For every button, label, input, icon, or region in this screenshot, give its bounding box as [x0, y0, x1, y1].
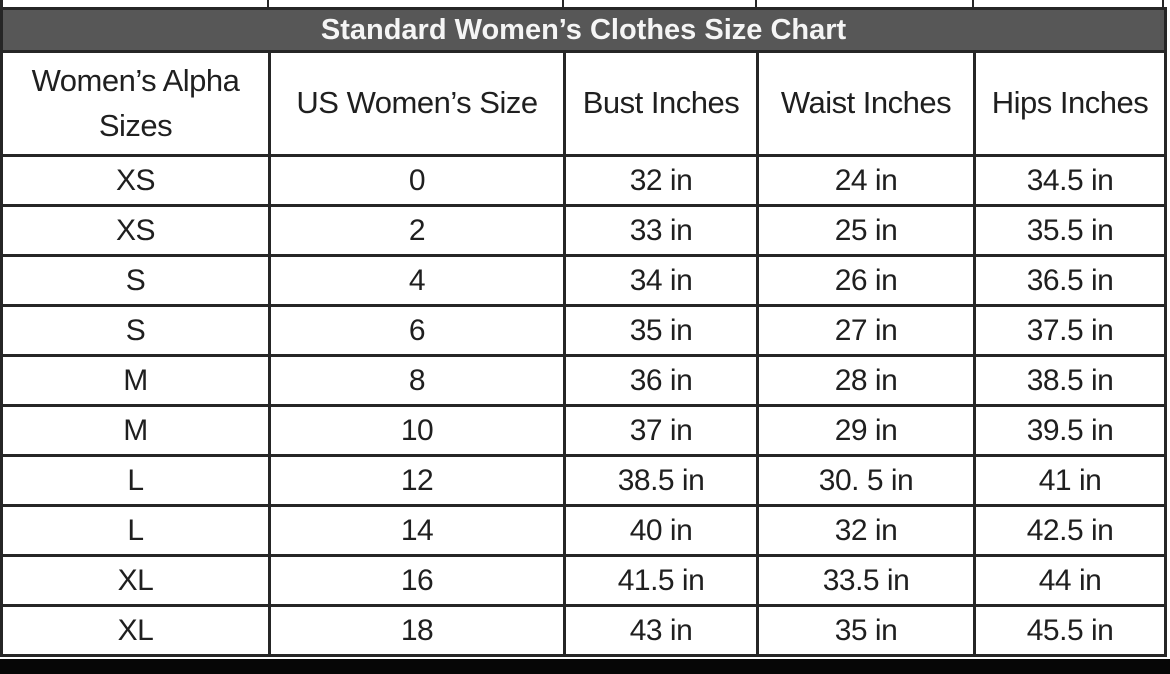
table-cell: 6: [268, 304, 566, 357]
table-cell: 33 in: [563, 204, 759, 257]
table-body: XS 0 32 in 24 in 34.5 in XS 2 33 in 25 in 35.5 in…: [0, 154, 1168, 657]
table-cell: 35 in: [756, 604, 976, 657]
table-title: Standard Women’s Clothes Size Chart: [0, 7, 1168, 53]
table-row: M 8 36 in 28 in 38.5 in: [0, 354, 1168, 407]
column-header-hips: Hips Inches: [972, 50, 1168, 157]
table-cell: 8: [268, 354, 566, 407]
table-cell: 29 in: [756, 404, 976, 457]
table-cell: 37 in: [563, 404, 759, 457]
cropped-cell: [564, 0, 757, 7]
column-header-bust: Bust Inches: [563, 50, 759, 157]
table-row: XL 16 41.5 in 33.5 in 44 in: [0, 554, 1168, 607]
table-cell: 34.5 in: [972, 154, 1168, 207]
table-cell: 41.5 in: [563, 554, 759, 607]
table-cell: 36.5 in: [972, 254, 1168, 307]
table-cell: 37.5 in: [972, 304, 1168, 357]
table-cell: XL: [0, 554, 271, 607]
table-cell: M: [0, 404, 271, 457]
table-row: XS 0 32 in 24 in 34.5 in: [0, 154, 1168, 207]
table-cell: 44 in: [972, 554, 1168, 607]
column-header-alpha-sizes: Women’s Alpha Sizes: [0, 50, 271, 157]
table-cell: 4: [268, 254, 566, 307]
table-cell: 38.5 in: [563, 454, 759, 507]
table-cell: S: [0, 254, 271, 307]
table-cell: 26 in: [756, 254, 976, 307]
table-cell: 0: [268, 154, 566, 207]
cropped-cell: [974, 0, 1164, 7]
table-cell: 30. 5 in: [756, 454, 976, 507]
table-cell: 35.5 in: [972, 204, 1168, 257]
table-cell: 16: [268, 554, 566, 607]
table-cell: 36 in: [563, 354, 759, 407]
table-cell: 28 in: [756, 354, 976, 407]
table-row: XL 18 43 in 35 in 45.5 in: [0, 604, 1168, 657]
table-cell: XL: [0, 604, 271, 657]
table-cell: 45.5 in: [972, 604, 1168, 657]
table-cell: 2: [268, 204, 566, 257]
table-cell: 33.5 in: [756, 554, 976, 607]
table-cell: M: [0, 354, 271, 407]
cropped-cell: [757, 0, 974, 7]
table-cell: 32 in: [563, 154, 759, 207]
table-cell: 12: [268, 454, 566, 507]
table-cell: S: [0, 304, 271, 357]
table-cell: 34 in: [563, 254, 759, 307]
table-title-row: Standard Women’s Clothes Size Chart: [0, 7, 1168, 53]
table-row: L 14 40 in 32 in 42.5 in: [0, 504, 1168, 557]
cropped-row-strip: [0, 0, 1164, 7]
table-cell: 24 in: [756, 154, 976, 207]
cropped-cell: [269, 0, 564, 7]
table-row: S 6 35 in 27 in 37.5 in: [0, 304, 1168, 357]
size-chart-table: Standard Women’s Clothes Size Chart Wome…: [0, 7, 1168, 657]
table-cell: 18: [268, 604, 566, 657]
table-cell: XS: [0, 154, 271, 207]
column-header-us-size: US Women’s Size: [268, 50, 566, 157]
table-cell: 27 in: [756, 304, 976, 357]
table-cell: L: [0, 504, 271, 557]
table-row: L 12 38.5 in 30. 5 in 41 in: [0, 454, 1168, 507]
table-cell: L: [0, 454, 271, 507]
column-header-waist: Waist Inches: [756, 50, 976, 157]
table-cell: 14: [268, 504, 566, 557]
table-cell: XS: [0, 204, 271, 257]
table-cell: 38.5 in: [972, 354, 1168, 407]
table-cell: 41 in: [972, 454, 1168, 507]
table-row: XS 2 33 in 25 in 35.5 in: [0, 204, 1168, 257]
table-cell: 35 in: [563, 304, 759, 357]
table-cell: 39.5 in: [972, 404, 1168, 457]
table-cell: 42.5 in: [972, 504, 1168, 557]
table-cell: 32 in: [756, 504, 976, 557]
table-cell: 25 in: [756, 204, 976, 257]
table-cell: 10: [268, 404, 566, 457]
bottom-black-bar: [0, 659, 1170, 674]
table-cell: 43 in: [563, 604, 759, 657]
cropped-cell: [3, 0, 269, 7]
table-header-row: Women’s Alpha Sizes US Women’s Size Bust…: [0, 50, 1168, 157]
table-cell: 40 in: [563, 504, 759, 557]
table-row: M 10 37 in 29 in 39.5 in: [0, 404, 1168, 457]
table-row: S 4 34 in 26 in 36.5 in: [0, 254, 1168, 307]
